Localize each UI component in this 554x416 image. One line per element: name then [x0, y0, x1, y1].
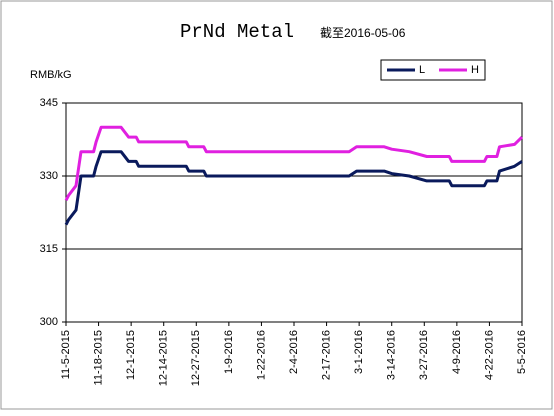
x-tick-label: 11-5-2015	[60, 330, 72, 379]
x-tick-label: 5-5-2016	[516, 330, 528, 374]
x-tick-label: 12-1-2015	[125, 330, 137, 380]
x-tick-label: 11-18-2015	[92, 330, 104, 385]
chart-subtitle: 截至2016-05-06	[320, 26, 406, 40]
x-tick-label: 2-4-2016	[288, 330, 300, 374]
y-tick-label: 330	[40, 170, 58, 182]
x-tick-label: 2-17-2016	[320, 330, 332, 380]
x-tick-label: 12-27-2015	[190, 330, 202, 386]
legend-label: L	[419, 64, 425, 76]
chart-title: PrNd Metal	[180, 21, 294, 43]
y-axis-label: RMB/kG	[30, 69, 72, 81]
x-tick-label: 3-27-2016	[418, 330, 430, 380]
x-tick-label: 4-22-2016	[483, 330, 495, 380]
series-line	[64, 150, 523, 226]
x-tick-label: 3-1-2016	[353, 330, 365, 374]
y-tick-label: 315	[40, 243, 58, 255]
legend-label: H	[471, 64, 479, 76]
x-tick-label: 1-9-2016	[223, 330, 235, 374]
y-tick-label: 345	[40, 97, 58, 109]
y-tick-label: 300	[40, 316, 58, 328]
x-tick-label: 12-14-2015	[158, 330, 170, 386]
legend	[380, 59, 486, 81]
x-tick-label: 1-22-2016	[255, 330, 267, 380]
x-tick-label: 4-9-2016	[451, 330, 463, 374]
x-tick-label: 3-14-2016	[386, 330, 398, 380]
series-line	[64, 125, 524, 201]
